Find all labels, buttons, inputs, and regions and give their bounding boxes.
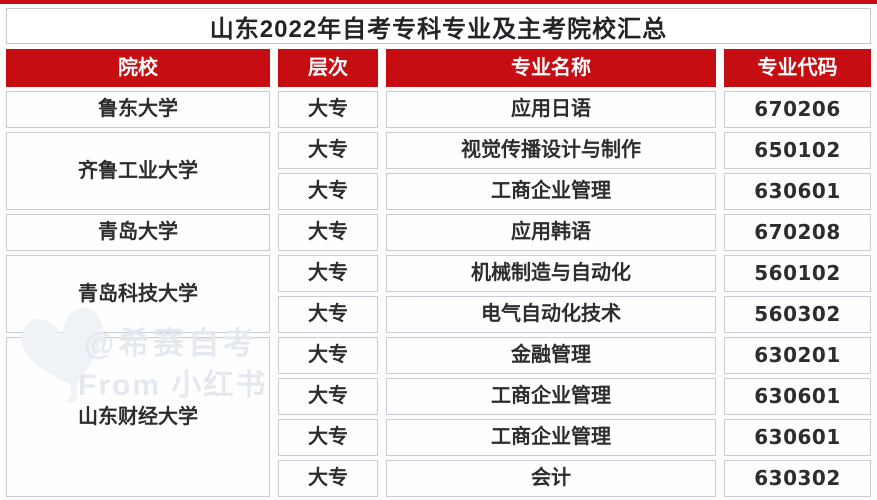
level-cell: 大专 bbox=[278, 255, 378, 292]
level-cell: 大专 bbox=[278, 91, 378, 128]
major-cell: 金融管理 bbox=[386, 337, 716, 374]
major-cell: 工商企业管理 bbox=[386, 378, 716, 415]
level-cell: 大专 bbox=[278, 337, 378, 374]
code-cell: 630302 bbox=[724, 460, 871, 497]
level-cell: 大专 bbox=[278, 132, 378, 169]
code-cell: 670208 bbox=[724, 214, 871, 251]
code-cell: 560302 bbox=[724, 296, 871, 333]
page-title: 山东2022年自考专科专业及主考院校汇总 bbox=[209, 15, 668, 43]
level-cell: 大专 bbox=[278, 378, 378, 415]
code-cell: 670206 bbox=[724, 91, 871, 128]
header-cell-1: 院校 bbox=[6, 49, 270, 87]
level-cell: 大专 bbox=[278, 296, 378, 333]
school-cell: 山东财经大学 bbox=[6, 337, 270, 497]
major-cell: 工商企业管理 bbox=[386, 173, 716, 210]
level-cell: 大专 bbox=[278, 460, 378, 497]
header-cell-2: 层次 bbox=[278, 49, 378, 87]
major-cell: 工商企业管理 bbox=[386, 419, 716, 456]
title-box: 山东2022年自考专科专业及主考院校汇总 bbox=[6, 8, 871, 44]
code-cell: 630601 bbox=[724, 419, 871, 456]
school-cell: 鲁东大学 bbox=[6, 91, 270, 128]
major-cell: 会计 bbox=[386, 460, 716, 497]
code-cell: 630601 bbox=[724, 378, 871, 415]
major-cell: 视觉传播设计与制作 bbox=[386, 132, 716, 169]
level-cell: 大专 bbox=[278, 214, 378, 251]
top-accent-bar bbox=[0, 0, 877, 4]
header-cell-3: 专业名称 bbox=[386, 49, 716, 87]
code-cell: 560102 bbox=[724, 255, 871, 292]
major-cell: 应用日语 bbox=[386, 91, 716, 128]
major-cell: 电气自动化技术 bbox=[386, 296, 716, 333]
code-cell: 630601 bbox=[724, 173, 871, 210]
header-cell-4: 专业代码 bbox=[724, 49, 871, 87]
level-cell: 大专 bbox=[278, 173, 378, 210]
school-cell: 青岛科技大学 bbox=[6, 255, 270, 333]
major-cell: 应用韩语 bbox=[386, 214, 716, 251]
code-cell: 650102 bbox=[724, 132, 871, 169]
level-cell: 大专 bbox=[278, 419, 378, 456]
majors-table: 院校 层次 专业名称 专业代码 鲁东大学 大专 应用日语 670206 齐鲁工业大学 大专 视觉传播… bbox=[0, 49, 877, 497]
school-cell: 齐鲁工业大学 bbox=[6, 132, 270, 210]
major-cell: 机械制造与自动化 bbox=[386, 255, 716, 292]
code-cell: 630201 bbox=[724, 337, 871, 374]
school-cell: 青岛大学 bbox=[6, 214, 270, 251]
